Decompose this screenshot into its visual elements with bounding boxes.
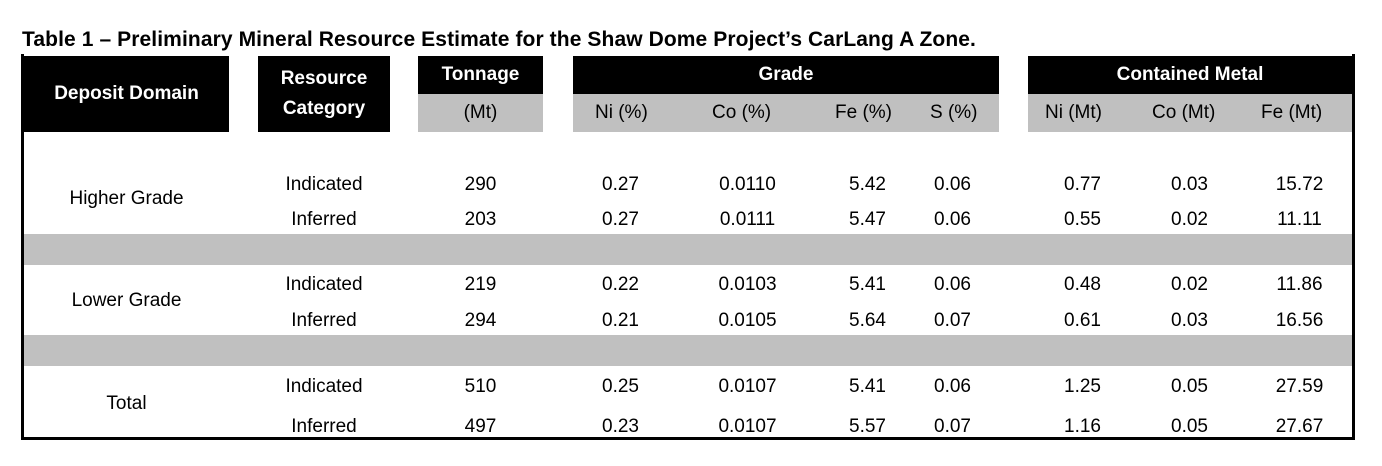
fe-mt-cell: 11.11 [1277,209,1322,230]
co-mt-cell: 0.02 [1171,209,1208,230]
co-pct-cell: 0.0103 [718,274,777,295]
fe-mt-cell: 15.72 [1275,174,1324,195]
tonnage-cell: 290 [464,174,497,195]
s-pct-cell: 0.06 [934,209,971,230]
subheader-ni-mt: Ni (Mt) [1045,102,1102,123]
co-mt-cell: 0.05 [1171,376,1208,397]
ni-mt-cell: 1.25 [1064,376,1101,397]
ni-mt-cell: 0.77 [1064,174,1101,195]
s-pct-cell: 0.07 [934,310,971,331]
header-resource-category-line1: Resource [280,68,368,89]
ni-pct-cell: 0.27 [602,209,639,230]
header-contained-metal: Contained Metal [1028,56,1352,94]
s-pct-cell: 0.06 [934,174,971,195]
group-separator [24,234,1352,265]
table-border-left [21,54,24,440]
header-grade-label: Grade [758,64,814,85]
s-pct-cell: 0.06 [934,274,971,295]
table-title: Table 1 – Preliminary Mineral Resource E… [22,28,976,51]
subheader-tonnage-unit-label: (Mt) [463,102,498,123]
fe-pct-cell: 5.42 [849,174,886,195]
domain-label: Higher Grade [69,188,184,209]
header-grade: Grade [573,56,999,94]
subheader-fe-mt: Fe (Mt) [1261,102,1323,123]
ni-mt-cell: 0.48 [1064,274,1101,295]
ni-pct-cell: 0.22 [602,274,639,295]
subheader-tonnage-unit: (Mt) [418,94,543,132]
fe-pct-cell: 5.41 [849,376,886,397]
fe-pct-cell: 5.57 [849,416,886,437]
fe-mt-cell: 11.86 [1276,274,1323,295]
header-resource-category: Resource Category [258,56,390,132]
subheader-fe-pct: Fe (%) [835,102,892,123]
subheader-contained-metal: Ni (Mt) Co (Mt) Fe (Mt) [1028,94,1352,132]
subheader-grade: Ni (%) Co (%) Fe (%) S (%) [573,94,999,132]
tonnage-cell: 510 [464,376,497,397]
category-cell: Inferred [291,416,357,437]
domain-label: Total [106,393,147,414]
tonnage-cell: 203 [464,209,497,230]
co-pct-cell: 0.0107 [718,376,777,397]
category-cell: Indicated [285,274,363,295]
ni-pct-cell: 0.21 [602,310,639,331]
tonnage-cell: 219 [464,274,497,295]
domain-label: Lower Grade [71,290,182,311]
fe-mt-cell: 27.67 [1275,416,1324,437]
ni-mt-cell: 1.16 [1064,416,1101,437]
fe-pct-cell: 5.41 [849,274,886,295]
s-pct-cell: 0.07 [934,416,971,437]
ni-pct-cell: 0.23 [602,416,639,437]
co-pct-cell: 0.0107 [718,416,777,437]
co-pct-cell: 0.0110 [719,174,776,195]
co-pct-cell: 0.0105 [718,310,777,331]
category-cell: Indicated [285,174,363,195]
fe-pct-cell: 5.64 [849,310,886,331]
header-tonnage-label: Tonnage [441,64,520,85]
header-deposit-domain-label: Deposit Domain [54,83,199,104]
ni-mt-cell: 0.55 [1064,209,1101,230]
s-pct-cell: 0.06 [934,376,971,397]
ni-pct-cell: 0.25 [602,376,639,397]
tonnage-cell: 294 [464,310,497,331]
fe-mt-cell: 27.59 [1275,376,1324,397]
resource-table [21,54,1355,440]
header-resource-category-line2: Category [282,98,366,119]
tonnage-cell: 497 [464,416,497,437]
subheader-ni-pct: Ni (%) [595,102,648,123]
ni-pct-cell: 0.27 [602,174,639,195]
co-mt-cell: 0.05 [1171,416,1208,437]
co-mt-cell: 0.03 [1171,174,1208,195]
ni-mt-cell: 0.61 [1064,310,1101,331]
fe-mt-cell: 16.56 [1275,310,1324,331]
co-mt-cell: 0.03 [1171,310,1208,331]
group-separator [24,335,1352,366]
subheader-co-mt: Co (Mt) [1152,102,1216,123]
fe-pct-cell: 5.47 [849,209,886,230]
category-cell: Indicated [285,376,363,397]
co-pct-cell: 0.0111 [719,209,776,230]
header-contained-metal-label: Contained Metal [1116,64,1264,85]
subheader-co-pct: Co (%) [712,102,772,123]
subheader-s-pct: S (%) [930,102,978,123]
header-tonnage: Tonnage [418,56,543,94]
co-mt-cell: 0.02 [1171,274,1208,295]
category-cell: Inferred [291,310,357,331]
header-deposit-domain: Deposit Domain [24,56,229,132]
category-cell: Inferred [291,209,357,230]
